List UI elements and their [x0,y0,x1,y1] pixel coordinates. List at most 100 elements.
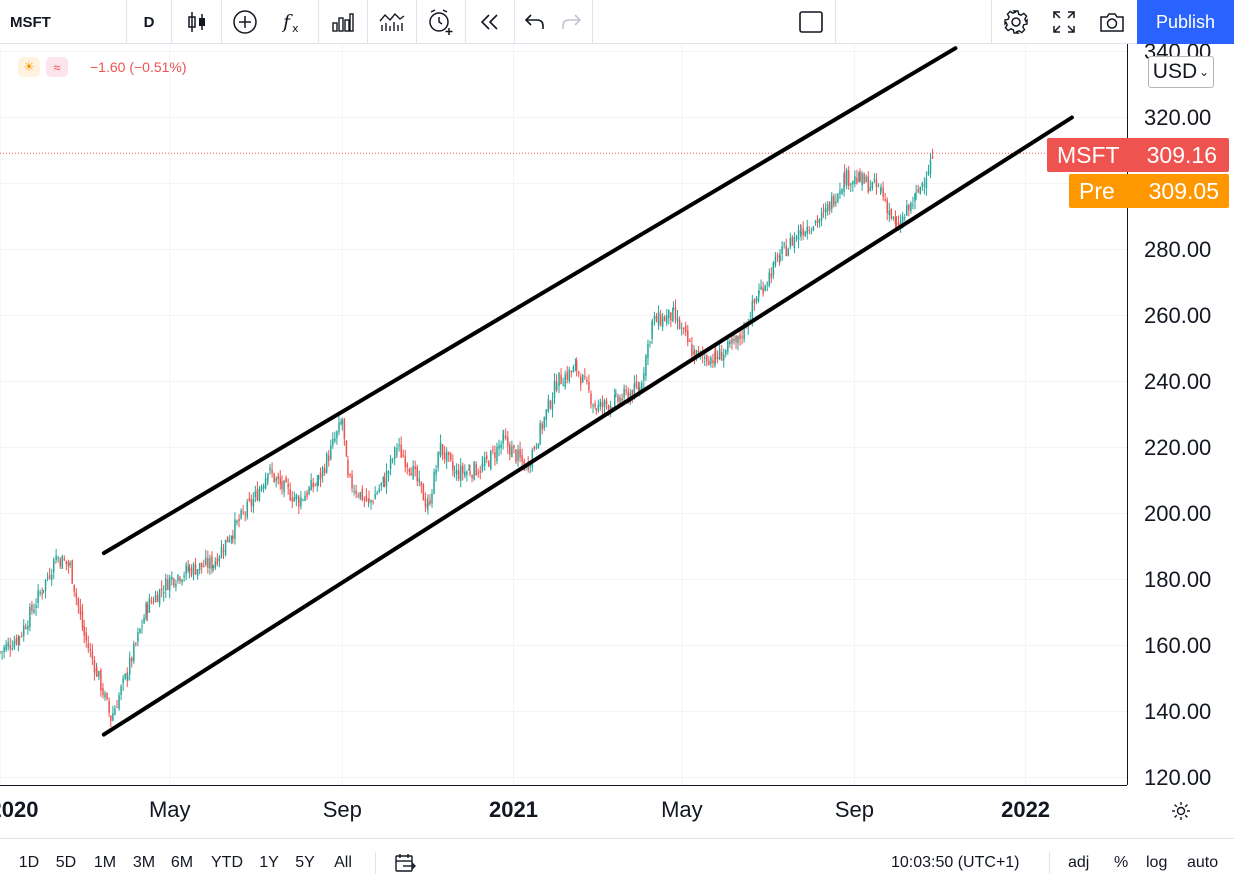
log-toggle[interactable]: log [1146,854,1168,871]
candle [488,459,490,468]
candle [98,670,100,680]
candle [52,557,55,580]
symbol-search-button[interactable]: MSFT [10,13,51,31]
toolbar-divider [1049,852,1050,874]
go-to-date-icon[interactable] [393,839,417,886]
candle [347,455,349,479]
candle [931,148,934,160]
candle [592,403,594,414]
settings-icon[interactable] [992,0,1040,44]
range-button-1m[interactable]: 1M [93,854,117,871]
candle [605,397,608,410]
candle [211,551,213,574]
add-icon[interactable] [222,0,268,44]
candle [338,415,340,436]
candle [535,442,538,450]
candle [737,335,739,351]
candle [443,446,446,464]
candle [831,192,833,213]
candle [254,485,257,503]
channel-upper-line[interactable] [101,46,958,556]
candle [760,279,762,291]
camera-icon[interactable] [1088,0,1136,44]
candle [539,420,541,446]
redo-icon[interactable] [551,0,591,44]
range-button-1d[interactable]: 1D [18,854,40,871]
candle [41,587,43,600]
chart-pane[interactable] [0,44,1127,785]
candle [81,603,84,632]
candle [753,298,756,311]
range-button-1y[interactable]: 1Y [259,854,279,871]
financials-icon[interactable] [319,0,367,44]
candle [240,508,242,520]
channel-lower-line[interactable] [101,115,1074,737]
candle [659,309,662,327]
range-button-all[interactable]: All [334,854,352,871]
candle [188,563,191,579]
candle [494,445,496,466]
candle [141,619,143,634]
candle [806,219,809,240]
candles-icon[interactable] [173,0,221,44]
candle [378,484,380,494]
candle [684,321,687,337]
candle [915,184,917,200]
range-button-6m[interactable]: 6M [170,854,194,871]
range-button-3m[interactable]: 3M [132,854,156,871]
candle [680,322,683,336]
adj-toggle[interactable]: adj [1068,854,1090,871]
candle [365,488,368,503]
candle [126,672,129,682]
candle [841,188,843,195]
layout-icon[interactable] [787,0,835,44]
undo-icon[interactable] [515,0,555,44]
candle [398,437,400,452]
price-tick: 200.00 [1144,500,1212,526]
candle [682,327,685,335]
candle [368,490,370,504]
alert-icon[interactable] [417,0,465,44]
candle [212,564,215,572]
candle [910,201,912,214]
candle [116,699,118,708]
scale-settings-icon[interactable] [1170,800,1192,827]
candle [533,445,536,452]
clock-timezone[interactable]: 10:03:50 (UTC+1) [891,854,1020,871]
range-button-ytd[interactable]: YTD [211,854,243,871]
price-tick: 220.00 [1144,434,1212,460]
wave-icon[interactable]: ≈ [46,57,68,77]
sun-icon[interactable]: ☀ [18,57,40,77]
time-tick: 2020 [0,797,39,822]
percent-toggle[interactable]: % [1114,854,1129,871]
candle [541,421,543,435]
candle [812,225,815,232]
candle [355,485,357,499]
candle [160,580,163,598]
candle [457,463,460,482]
candle [363,496,366,508]
candle [818,218,821,228]
publish-button[interactable]: Publish [1137,0,1234,44]
toolbar-divider [367,0,368,44]
range-button-5y[interactable]: 5Y [295,854,315,871]
auto-toggle[interactable]: auto [1187,854,1219,871]
candle [793,232,796,254]
templates-icon[interactable] [368,0,416,44]
candle [485,451,488,464]
price-change: −1.60 (−0.51%) [90,59,187,75]
replay-icon[interactable] [466,0,514,44]
time-scale[interactable]: 2020 May Sep 2021 May Sep 2022 [0,785,1127,838]
candle [17,634,20,652]
fullscreen-icon[interactable] [1040,0,1088,44]
channel-drawing[interactable] [101,46,1074,737]
candle [822,203,825,218]
candle [447,451,450,463]
candle [725,349,727,358]
range-button-5d[interactable]: 5D [55,854,77,871]
interval-button[interactable]: D [143,13,155,31]
currency-select[interactable]: USD ⌄ [1148,56,1214,88]
candle [560,368,562,385]
candle [843,164,846,187]
